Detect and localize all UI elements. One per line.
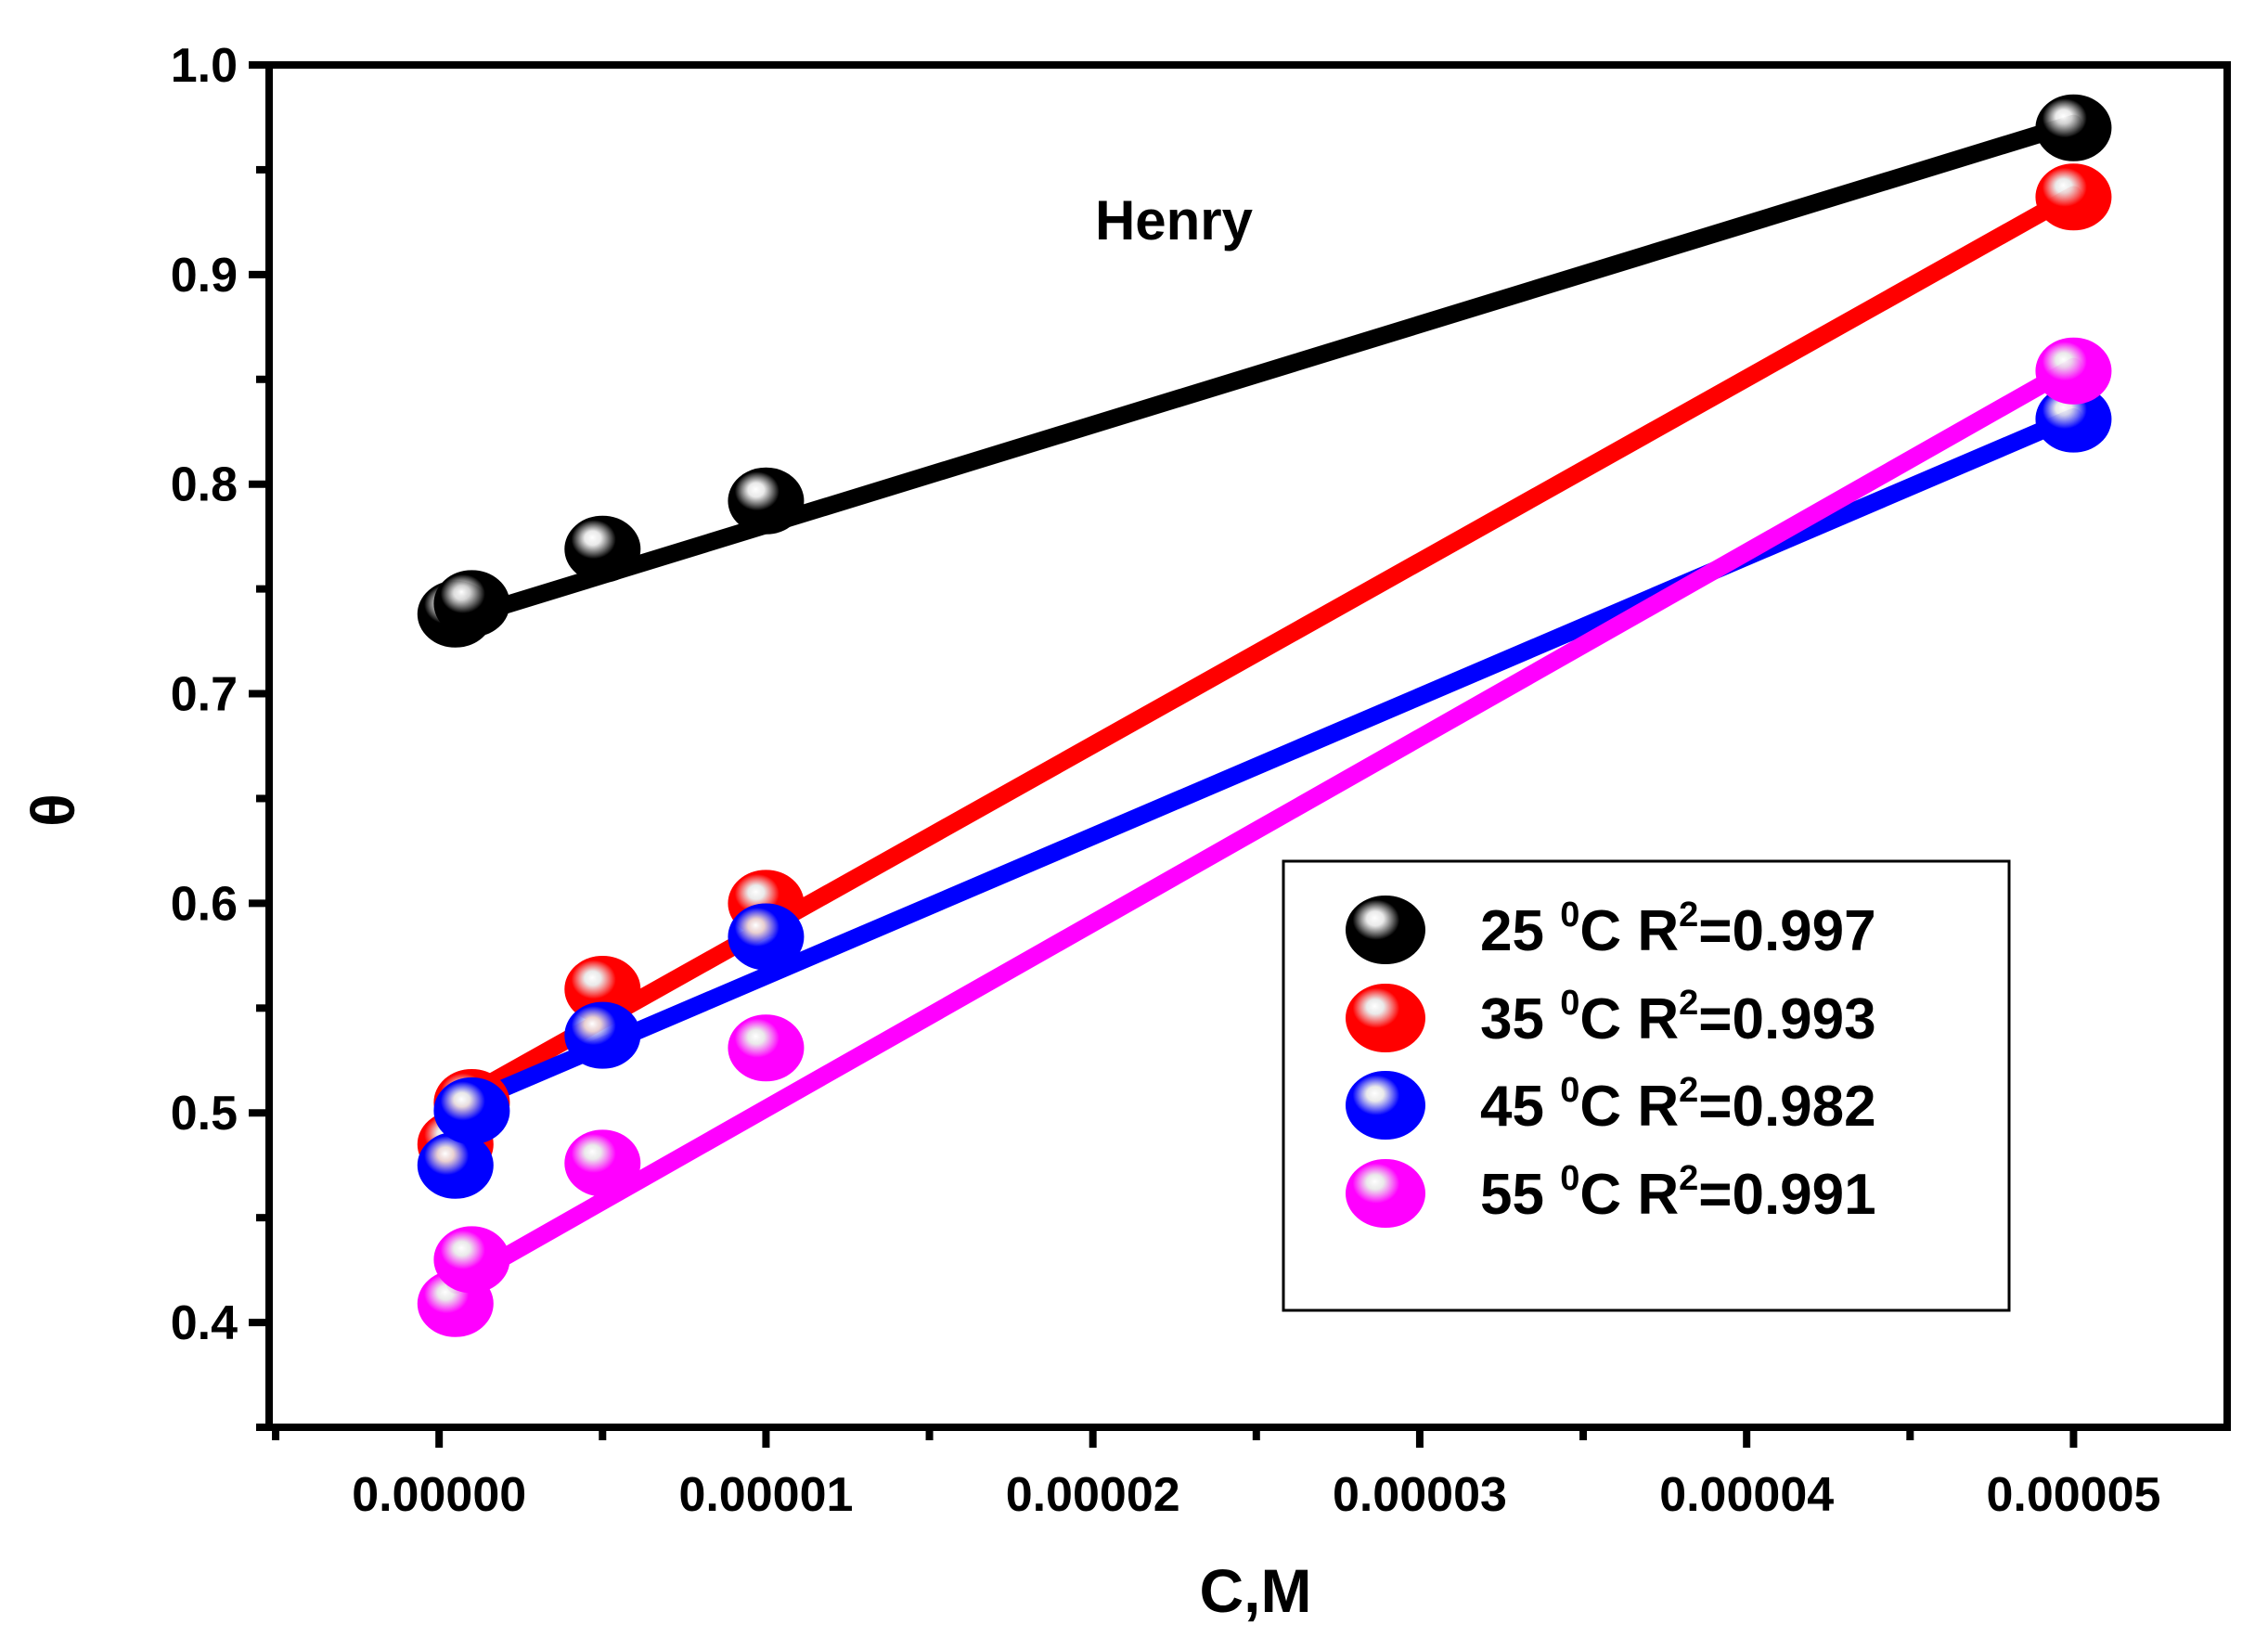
series-55c <box>417 337 2112 1337</box>
legend-marker <box>1346 1071 1425 1140</box>
y-tick-label: 0.8 <box>171 458 238 512</box>
y-tick-label: 0.5 <box>171 1087 238 1141</box>
fit-line-25c <box>446 114 2082 629</box>
data-point <box>433 1076 510 1144</box>
legend-item-25c: 25 0C R2=0.997 <box>1346 896 1876 964</box>
annotation-henry: Henry <box>1095 189 1254 251</box>
data-point <box>564 515 641 583</box>
legend-marker <box>1346 1159 1425 1228</box>
x-tick-label: 0.00003 <box>1333 1468 1507 1522</box>
y-tick-label: 1.0 <box>171 39 238 93</box>
series-45c <box>417 385 2112 1199</box>
y-tick-label: 0.9 <box>171 249 238 303</box>
data-point <box>2035 337 2112 405</box>
data-point <box>433 570 510 638</box>
x-tick-label: 0.00005 <box>1986 1468 2160 1522</box>
x-tick-label: 0.00001 <box>678 1468 853 1522</box>
legend-label: 55 0C R2=0.991 <box>1480 1159 1876 1227</box>
y-tick-label: 0.6 <box>171 877 238 931</box>
data-point <box>2035 94 2112 161</box>
plot-frame <box>265 61 2231 1431</box>
legend-item-55c: 55 0C R2=0.991 <box>1346 1159 1876 1228</box>
data-point <box>564 1129 641 1197</box>
legend-marker <box>1346 984 1425 1052</box>
fit-line-55c <box>446 357 2082 1294</box>
legend: 25 0C R2=0.997 35 0C R2=0.993 45 0C R2=0.9… <box>1282 859 2011 1312</box>
data-point <box>564 1001 641 1069</box>
legend-item-35c: 35 0C R2=0.993 <box>1346 984 1876 1052</box>
y-tick-label: 0.7 <box>171 668 238 722</box>
x-tick-label: 0.00002 <box>1006 1468 1180 1522</box>
legend-label: 35 0C R2=0.993 <box>1480 984 1876 1051</box>
axes: 0.4 0.5 0.6 0.7 0.8 0.9 1.0 0.00000 0.00001 0.000… <box>171 39 2231 1522</box>
data-point <box>728 1014 805 1082</box>
data-point <box>728 467 805 535</box>
data-point <box>433 1226 510 1294</box>
data-point <box>728 903 805 971</box>
x-tick-label: 0.00000 <box>352 1468 526 1522</box>
legend-label: 45 0C R2=0.982 <box>1480 1071 1876 1139</box>
legend-item-45c: 45 0C R2=0.982 <box>1346 1071 1876 1140</box>
plot-area <box>417 94 2112 1337</box>
x-axis-label: C,M <box>1200 1556 1312 1625</box>
legend-marker <box>1346 896 1425 964</box>
fit-line-35c <box>446 186 2082 1112</box>
y-axis-label: θ <box>19 793 87 827</box>
fit-line-45c <box>446 407 2082 1118</box>
y-tick-label: 0.4 <box>171 1296 238 1350</box>
legend-label: 25 0C R2=0.997 <box>1480 896 1876 963</box>
series-25c <box>417 94 2112 648</box>
data-point <box>2035 163 2112 231</box>
x-tick-label: 0.00004 <box>1659 1468 1834 1522</box>
